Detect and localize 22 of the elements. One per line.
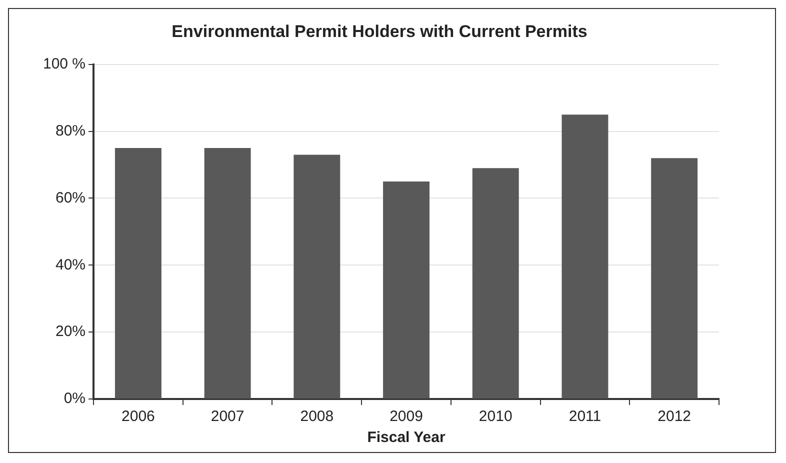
bar [651, 158, 698, 398]
y-tick-label: 40% [56, 256, 86, 274]
y-tick-label: 80% [56, 122, 86, 140]
bar [294, 154, 340, 398]
bar [562, 114, 608, 398]
y-tick-label: 100 % [42, 56, 86, 73]
x-tick-label: 2008 [300, 408, 334, 426]
x-tick-label: 2012 [658, 408, 692, 426]
y-tick-label: 0% [64, 390, 86, 408]
x-tick-label: 2011 [568, 408, 602, 426]
bar [204, 148, 251, 398]
chart-title: Environmental Permit Holders with Current Permits [172, 22, 588, 41]
y-tick-label: 20% [56, 323, 86, 340]
x-axis-title: Fiscal Year [367, 429, 446, 446]
y-tick-label: 60% [56, 189, 86, 206]
x-tick-label: 2010 [478, 408, 512, 426]
x-tick-label: 2007 [210, 408, 244, 426]
bar [383, 182, 430, 398]
bar [472, 168, 519, 398]
bar [114, 148, 162, 398]
x-tick-label: 2009 [390, 408, 423, 426]
x-tick-label: 2006 [122, 408, 155, 426]
